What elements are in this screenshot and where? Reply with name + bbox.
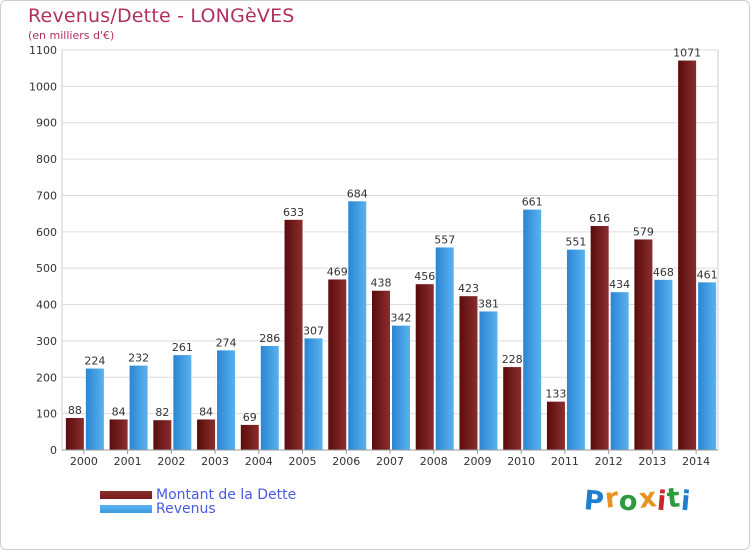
- legend-swatch-debt: [100, 491, 152, 499]
- bar-debt: [109, 419, 128, 450]
- x-tick-label: 2007: [376, 455, 404, 468]
- bar-revenue: [392, 325, 410, 450]
- bar-revenue: [479, 311, 498, 450]
- x-tick-label: 2008: [420, 455, 448, 468]
- y-tick-label: 0: [50, 444, 57, 457]
- data-label: 456: [414, 270, 435, 283]
- bar-revenue: [566, 249, 585, 450]
- bar-debt: [503, 367, 522, 450]
- chart-subtitle: (en milliers d'€): [28, 29, 115, 42]
- bar-revenue: [217, 350, 236, 450]
- legend-item-debt: Montant de la Dette: [100, 487, 296, 503]
- x-tick-label: 2003: [201, 455, 229, 468]
- data-label: 1071: [673, 47, 701, 60]
- bar-debt: [546, 401, 565, 450]
- data-label: 461: [697, 268, 718, 281]
- legend-item-revenue: Revenus: [100, 501, 216, 517]
- bar-revenue: [435, 247, 454, 450]
- data-label: 438: [371, 277, 392, 290]
- x-tick-label: 2006: [332, 455, 360, 468]
- bar-revenue: [260, 346, 279, 450]
- data-label: 307: [303, 324, 324, 337]
- data-label: 579: [633, 225, 654, 238]
- bar-debt: [65, 418, 84, 450]
- bar-debt: [153, 420, 172, 450]
- y-tick-label: 600: [36, 226, 57, 239]
- bar-debt: [459, 296, 478, 450]
- x-tick-label: 2001: [114, 455, 142, 468]
- bar-revenue: [304, 338, 323, 450]
- data-label: 434: [609, 278, 630, 291]
- proxiti-logo: Proxiti: [582, 482, 693, 518]
- legend-label-debt: Montant de la Dette: [156, 487, 297, 503]
- data-label: 224: [84, 355, 105, 368]
- data-label: 84: [199, 405, 213, 418]
- legend-swatch-revenue: [100, 505, 152, 513]
- bar-debt: [284, 219, 303, 450]
- data-label: 381: [478, 297, 499, 310]
- x-tick-label: 2005: [289, 455, 317, 468]
- bar-revenue: [610, 292, 629, 450]
- y-tick-label: 800: [36, 153, 57, 166]
- bar-debt: [634, 239, 653, 450]
- bar-debt: [678, 60, 697, 450]
- data-label: 88: [68, 404, 82, 417]
- x-tick-label: 2004: [245, 455, 273, 468]
- y-tick-label: 100: [36, 408, 57, 421]
- bar-debt: [372, 290, 390, 450]
- y-tick-label: 700: [36, 189, 57, 202]
- bar-debt: [590, 226, 609, 450]
- data-label: 633: [283, 206, 304, 219]
- legend-label-revenue: Revenus: [156, 501, 216, 517]
- x-tick-label: 2012: [595, 455, 623, 468]
- bar-revenue: [173, 355, 192, 450]
- bar-debt: [415, 284, 434, 450]
- x-tick-label: 2013: [638, 455, 666, 468]
- x-tick-label: 2009: [463, 455, 491, 468]
- y-tick-label: 1000: [29, 80, 57, 93]
- data-label: 84: [112, 405, 126, 418]
- y-tick-label: 200: [36, 371, 57, 384]
- bar-revenue: [129, 365, 148, 450]
- data-label: 133: [545, 388, 566, 401]
- data-label: 468: [653, 266, 674, 279]
- data-label: 342: [391, 312, 412, 325]
- bar-debt: [240, 424, 259, 450]
- data-label: 423: [458, 282, 479, 295]
- x-tick-label: 2000: [70, 455, 98, 468]
- bar-revenue: [348, 201, 367, 450]
- y-tick-label: 400: [36, 299, 57, 312]
- chart-title: Revenus/Dette - LONGèVES: [28, 5, 295, 27]
- data-label: 551: [565, 236, 586, 249]
- data-label: 286: [259, 332, 280, 345]
- data-label: 557: [434, 233, 455, 246]
- y-tick-label: 300: [36, 335, 57, 348]
- y-tick-label: 1100: [29, 44, 57, 57]
- bar-debt: [197, 419, 216, 450]
- data-label: 469: [327, 265, 348, 278]
- data-label: 82: [155, 406, 169, 419]
- x-tick-label: 2014: [682, 455, 710, 468]
- data-label: 232: [128, 352, 149, 365]
- x-tick-label: 2011: [551, 455, 579, 468]
- x-tick-label: 2002: [157, 455, 185, 468]
- bar-revenue: [698, 282, 717, 450]
- bar-debt: [328, 279, 347, 450]
- bar-revenue: [654, 279, 673, 450]
- data-label: 661: [522, 196, 543, 209]
- y-tick-label: 500: [36, 262, 57, 275]
- data-label: 274: [216, 336, 237, 349]
- data-label: 228: [502, 353, 523, 366]
- y-tick-label: 900: [36, 117, 57, 130]
- data-label: 684: [347, 187, 368, 200]
- data-label: 69: [243, 411, 257, 424]
- bar-revenue: [523, 209, 542, 450]
- data-label: 616: [589, 212, 610, 225]
- bar-revenue: [85, 368, 104, 450]
- x-tick-label: 2010: [507, 455, 535, 468]
- data-label: 261: [172, 341, 193, 354]
